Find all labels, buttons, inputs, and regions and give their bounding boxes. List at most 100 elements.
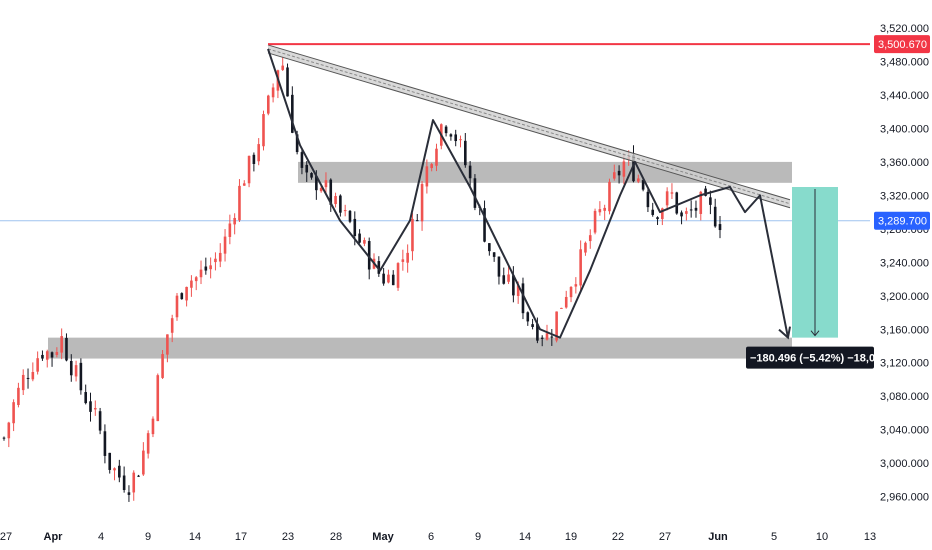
y-tick-label: 3,080.000 [880,391,929,403]
y-tick-label: 3,200.000 [880,291,929,303]
candle-body [2,437,6,439]
candle-body [84,392,87,404]
measure-tool: −180.496 (−5.42%) −18,049.6 [746,187,896,369]
candle-body [718,224,722,231]
candle-body [564,296,568,308]
candle-body [689,209,693,211]
candle-body [233,217,236,225]
candle-body [218,252,222,262]
candle-body [584,242,587,253]
x-tick-label: 19 [565,531,577,543]
candle-body [492,252,496,257]
y-tick-label: 3,400.000 [880,123,929,135]
candle-body [656,217,659,220]
candle-body [367,241,371,270]
candle-body [569,286,573,298]
candle-body [521,283,525,314]
candle-body [175,295,179,318]
candle-body [79,362,83,391]
candle-body [483,208,486,242]
candle-body [156,375,160,422]
candle-body [324,180,328,188]
candlesticks [2,56,722,502]
x-tick-label: Jun [708,531,728,543]
x-tick-label: 5 [771,531,777,543]
candle-body [699,191,703,214]
candle-body [685,211,688,214]
candle-body [74,365,78,377]
candle-body [228,223,232,237]
pattern-arrowhead [778,326,791,340]
candle-body [65,337,68,361]
candle-body [358,233,361,243]
candle-body [45,351,49,360]
candle-body [180,293,184,300]
x-tick-label: May [372,531,394,543]
candle-body [247,155,251,184]
candle-body [709,197,712,205]
candle-body [319,187,323,192]
measure-label-bg [746,346,874,369]
y-tick-label: 3,320.000 [880,190,929,202]
candle-body [310,173,313,178]
y-tick-label: 3,160.000 [880,324,929,336]
candle-body [305,164,309,173]
candle-body [103,431,107,456]
candle-body [98,411,102,431]
candle-body [26,377,30,379]
candle-body [641,180,645,190]
candle-body [41,354,44,359]
candle-body [199,269,203,278]
candle-body [266,95,270,114]
candle-body [665,191,669,206]
candle-body [694,207,698,211]
candle-body [363,240,366,244]
x-tick-label: 27 [0,531,12,543]
candle-body [536,323,539,341]
candle-body [502,275,506,284]
candle-body [449,134,453,137]
candle-body [588,235,592,242]
candle-body [286,67,289,97]
candle-body [339,195,342,213]
x-tick-label: 10 [816,531,828,543]
candle-body [271,87,275,98]
x-tick-label: 17 [235,531,247,543]
candle-body [435,148,438,166]
candle-body [55,351,59,355]
candle-body [651,209,655,215]
candle-body [21,374,25,391]
candle-body [468,165,472,179]
candle-body [680,212,683,217]
candle-body [459,139,462,141]
candle-body [617,170,621,176]
candle-body [185,286,188,301]
candle-body [632,155,635,182]
measure-label: −180.496 (−5.42%) −18,049.6 [750,353,896,365]
candle-body [555,311,558,341]
candle-body [353,218,357,237]
candle-body [526,312,530,322]
y-tick-label: 3,480.000 [880,56,929,68]
y-tick-label: 3,120.000 [880,358,929,370]
candle-body [166,334,169,355]
lower-zone [48,337,792,359]
candle-body [329,179,333,205]
current-price-tag [874,211,930,230]
candle-body [132,472,136,493]
candle-body [579,249,582,286]
candle-body [242,183,246,186]
candle-body [257,144,260,162]
candle-body [411,218,414,252]
candle-body [204,266,208,271]
candle-body [488,243,491,252]
candle-body [31,372,35,380]
candle-body [603,207,606,211]
pattern-line [267,48,789,339]
candle-body [704,188,707,196]
candle-body [675,192,679,214]
x-tick-label: 27 [659,531,671,543]
candle-body [401,259,405,262]
candle-body [262,114,265,147]
